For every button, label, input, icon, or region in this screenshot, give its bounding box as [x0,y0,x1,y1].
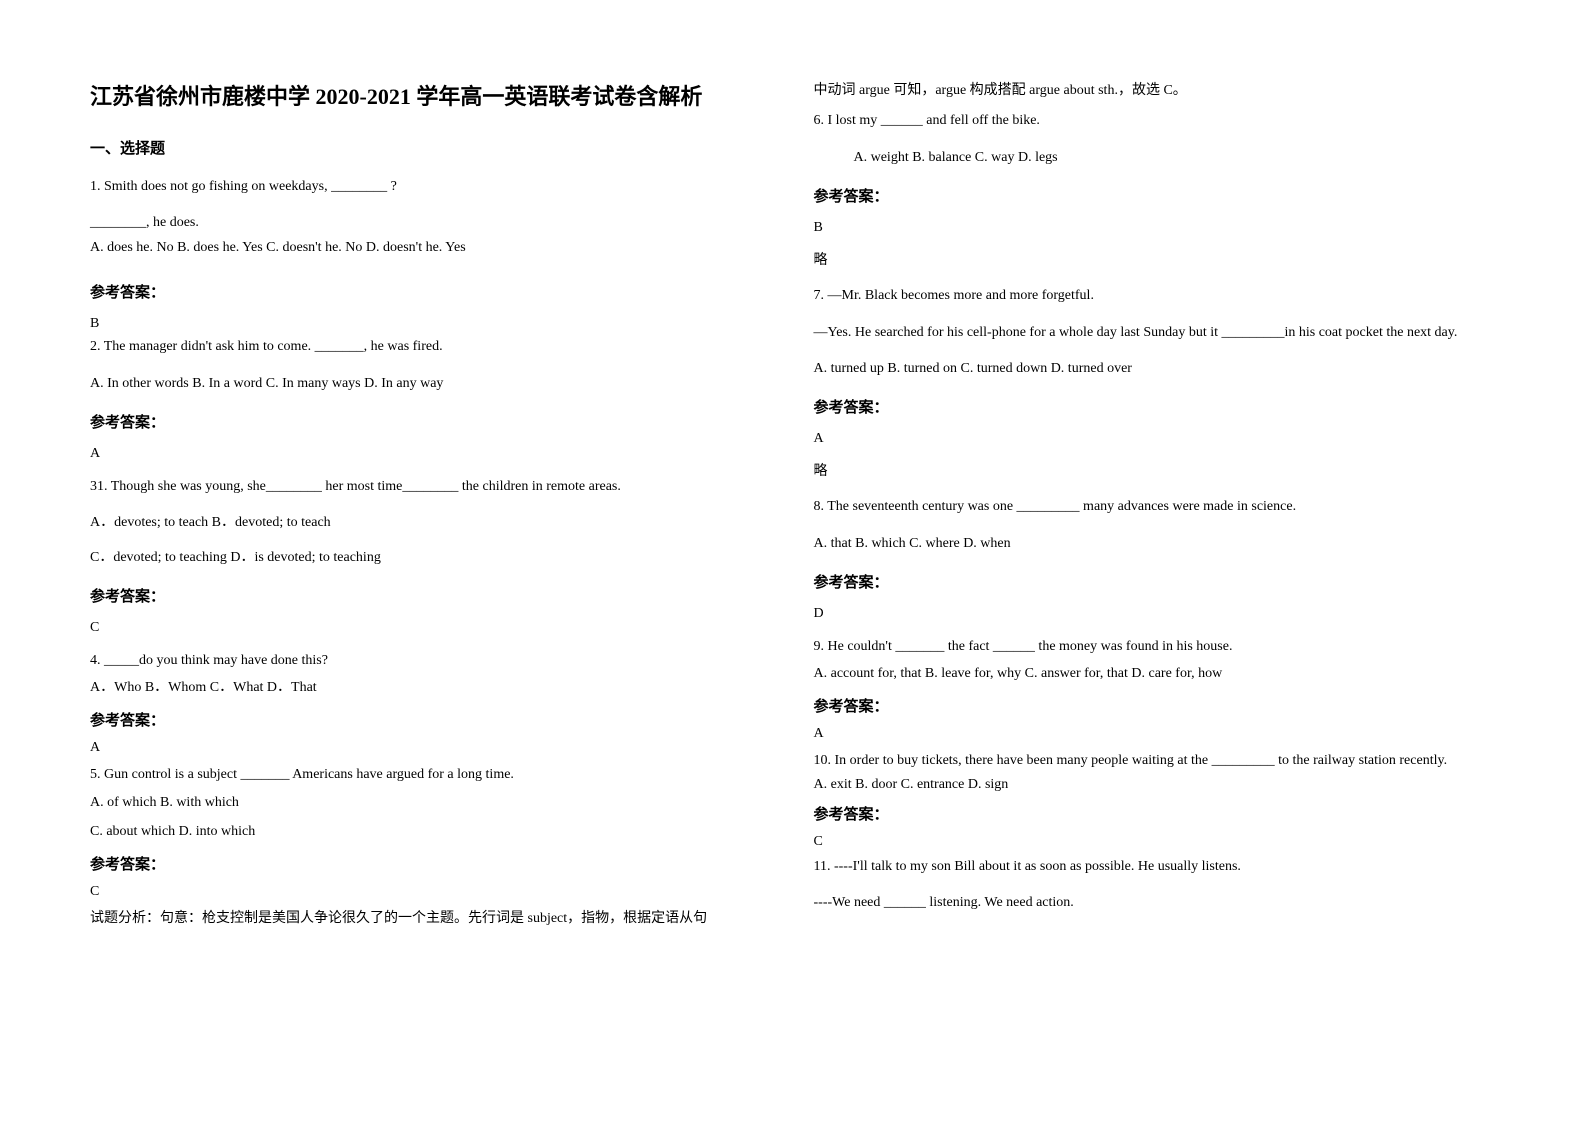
q7-answer-label: 参考答案： [814,396,1498,417]
q9-text: 9. He couldn't _______ the fact ______ t… [814,636,1498,658]
q1-line2: ________, he does. [90,212,774,234]
q7-line2: —Yes. He searched for his cell-phone for… [814,322,1498,344]
q10-answer: C [814,834,1498,850]
q8-options: A. that B. which C. where D. when [814,533,1498,555]
q10-answer-label: 参考答案： [814,803,1498,824]
q5-answer-label: 参考答案： [90,853,774,874]
left-column: 江苏省徐州市鹿楼中学 2020-2021 学年高一英语联考试卷含解析 一、选择题… [90,80,774,1082]
q10-text: 10. In order to buy tickets, there have … [814,750,1498,772]
q8-text: 8. The seventeenth century was one _____… [814,496,1498,518]
q7-text: 7. —Mr. Black becomes more and more forg… [814,285,1498,307]
q3-text: 31. Though she was young, she________ he… [90,476,774,498]
q7-note: 略 [814,461,1498,482]
q9-answer-label: 参考答案： [814,695,1498,716]
col2-continuation: 中动词 argue 可知，argue 构成搭配 argue about sth.… [814,80,1498,102]
q1-answer-label: 参考答案： [90,281,774,302]
q5-text: 5. Gun control is a subject _______ Amer… [90,764,774,786]
q4-text: 4. _____do you think may have done this? [90,650,774,672]
q4-answer: A [90,740,774,756]
q2-options: A. In other words B. In a word C. In man… [90,373,774,395]
q1-options: A. does he. No B. does he. Yes C. doesn'… [90,237,774,259]
section-heading: 一、选择题 [90,137,774,158]
q6-answer-label: 参考答案： [814,185,1498,206]
q5-answer: C [90,884,774,900]
q10-options: A. exit B. door C. entrance D. sign [814,774,1498,796]
q3-options1: A．devotes; to teach B．devoted; to teach [90,512,774,534]
q5-analysis: 试题分析：句意：枪支控制是美国人争论很久了的一个主题。先行词是 subject，… [90,908,774,929]
q1-answer: B [90,316,774,332]
q4-answer-label: 参考答案： [90,709,774,730]
q2-text: 2. The manager didn't ask him to come. _… [90,336,774,358]
q4-options: A．Who B．Whom C．What D．That [90,677,774,699]
q5-options1: A. of which B. with which [90,792,774,814]
q9-answer: A [814,726,1498,742]
q8-answer: D [814,606,1498,622]
q9-options: A. account for, that B. leave for, why C… [814,663,1498,685]
q5-options2: C. about which D. into which [90,821,774,843]
q7-answer: A [814,431,1498,447]
q6-options: A. weight B. balance C. way D. legs [814,147,1498,169]
q1-text: 1. Smith does not go fishing on weekdays… [90,176,774,198]
q7-options: A. turned up B. turned on C. turned down… [814,358,1498,380]
q11-line2: ----We need ______ listening. We need ac… [814,892,1498,914]
q3-answer: C [90,620,774,636]
q6-answer: B [814,220,1498,236]
q6-text: 6. I lost my ______ and fell off the bik… [814,110,1498,132]
q6-note: 略 [814,250,1498,271]
q2-answer: A [90,446,774,462]
exam-title: 江苏省徐州市鹿楼中学 2020-2021 学年高一英语联考试卷含解析 [90,80,774,113]
q2-answer-label: 参考答案： [90,411,774,432]
q8-answer-label: 参考答案： [814,571,1498,592]
right-column: 中动词 argue 可知，argue 构成搭配 argue about sth.… [814,80,1498,1082]
q3-answer-label: 参考答案： [90,585,774,606]
q3-options2: C．devoted; to teaching D．is devoted; to … [90,547,774,569]
q11-text: 11. ----I'll talk to my son Bill about i… [814,856,1498,878]
